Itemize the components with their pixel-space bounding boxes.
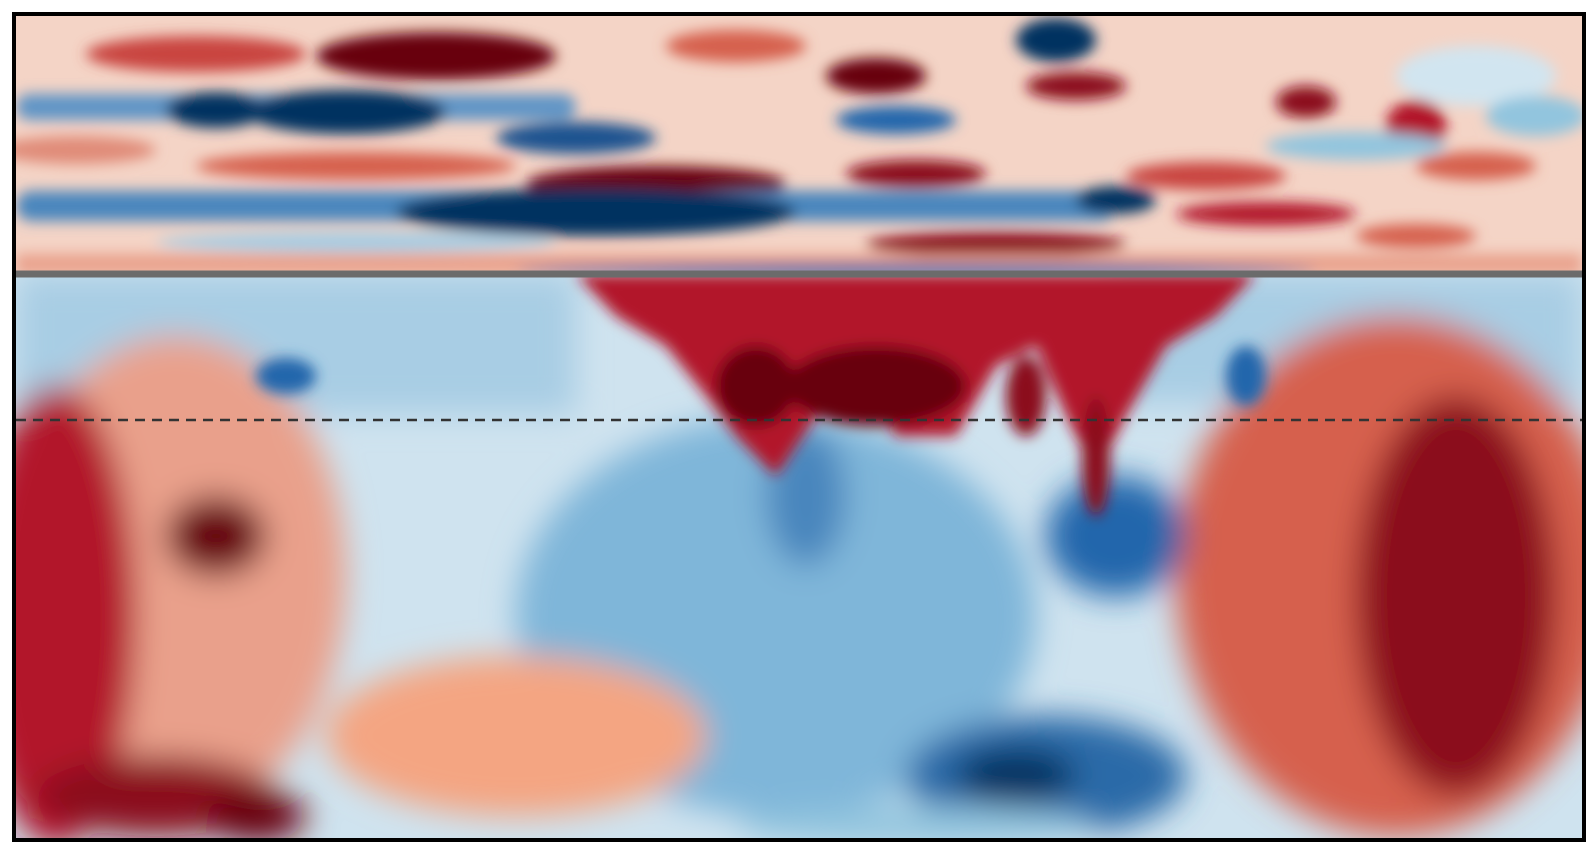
simulation-field-figure (12, 12, 1586, 842)
field-visualization (16, 16, 1582, 838)
upper-stratified-layer (16, 16, 1582, 274)
lower-turbulent-layer (16, 274, 1582, 838)
